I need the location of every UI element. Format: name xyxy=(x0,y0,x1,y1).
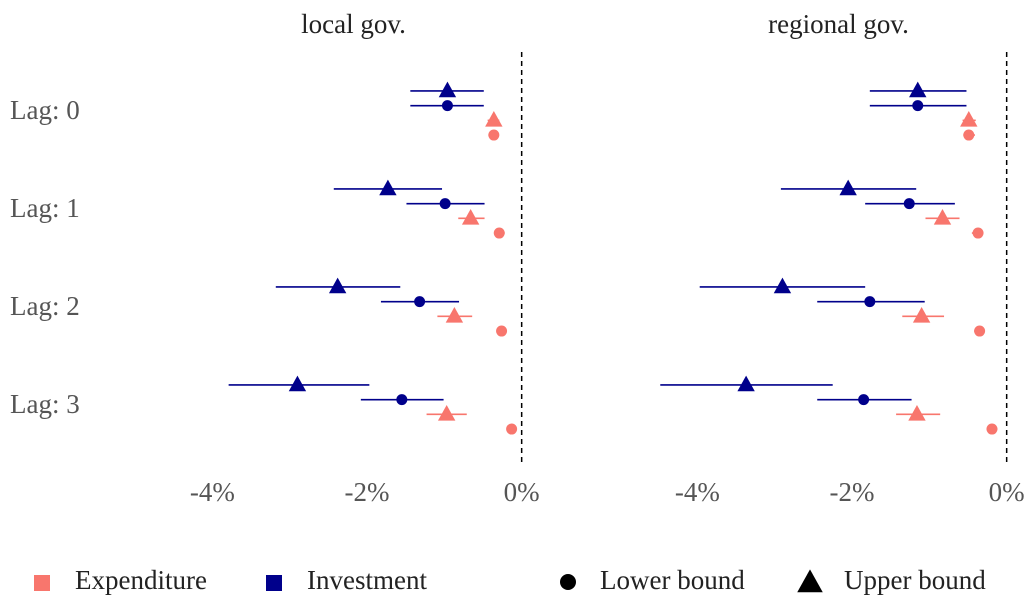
point xyxy=(493,227,505,239)
legend-swatch xyxy=(34,575,50,591)
point xyxy=(912,307,931,323)
point xyxy=(328,277,347,294)
point xyxy=(864,296,876,308)
point xyxy=(839,179,857,196)
point xyxy=(461,209,480,225)
x-tick-label: -4% xyxy=(675,477,720,507)
point xyxy=(974,325,986,337)
y-tick-label: Lag: 3 xyxy=(10,389,80,419)
point xyxy=(773,277,792,294)
point xyxy=(903,198,915,210)
point xyxy=(912,100,924,112)
x-tick-label: -2% xyxy=(830,477,875,507)
point xyxy=(288,375,307,392)
point xyxy=(858,394,870,406)
point xyxy=(506,423,518,435)
point xyxy=(379,179,397,196)
legend-label: Lower bound xyxy=(600,565,745,595)
point xyxy=(963,129,975,141)
point xyxy=(396,394,408,406)
legend-swatch xyxy=(266,575,282,591)
point xyxy=(737,375,755,392)
legend-label: Upper bound xyxy=(844,565,986,595)
point xyxy=(414,296,426,308)
y-tick-label: Lag: 2 xyxy=(10,291,80,321)
x-tick-label: 0% xyxy=(989,477,1025,507)
point xyxy=(439,198,451,210)
point xyxy=(960,111,978,127)
legend-label: Investment xyxy=(307,565,427,595)
panel-title: regional gov. xyxy=(768,9,909,39)
point xyxy=(445,307,464,323)
legend-symbol xyxy=(797,569,823,593)
legend-label: Expenditure xyxy=(75,565,207,595)
legend-symbol xyxy=(560,574,576,590)
panel-title: local gov. xyxy=(301,9,406,39)
point xyxy=(488,129,500,141)
point xyxy=(437,405,456,421)
point xyxy=(441,100,453,112)
y-tick-label: Lag: 1 xyxy=(10,193,80,223)
point xyxy=(909,81,927,98)
point xyxy=(496,325,508,337)
x-tick-label: -2% xyxy=(345,477,390,507)
point xyxy=(972,227,984,239)
point xyxy=(485,111,503,127)
point xyxy=(986,423,998,435)
point xyxy=(933,209,952,225)
point xyxy=(438,81,457,98)
y-tick-label: Lag: 0 xyxy=(10,95,80,125)
x-tick-label: -4% xyxy=(190,477,235,507)
x-tick-label: 0% xyxy=(504,477,540,507)
point xyxy=(908,405,926,421)
